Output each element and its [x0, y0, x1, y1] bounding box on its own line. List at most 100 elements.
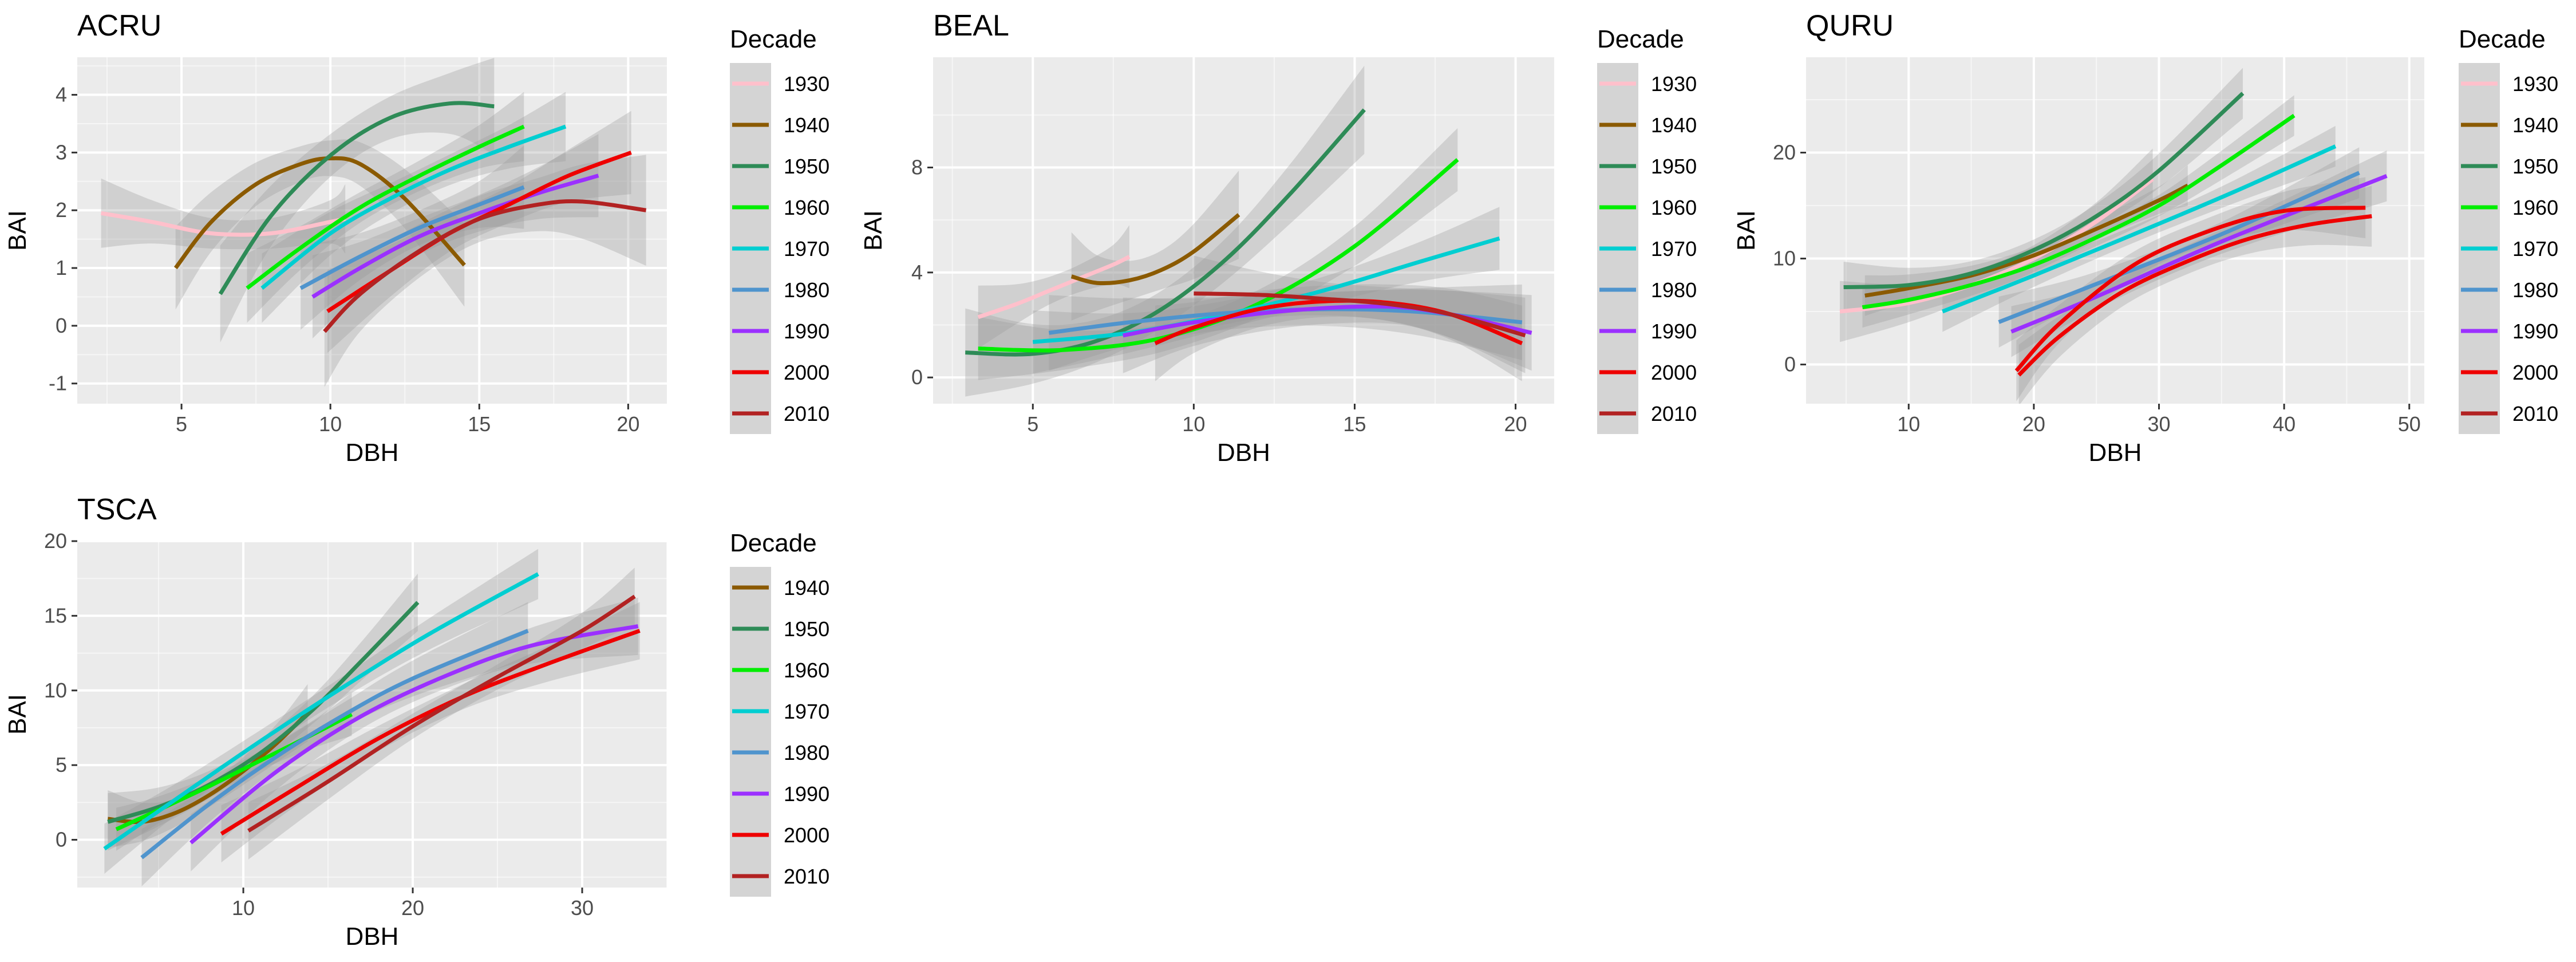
series-group: [103, 549, 641, 886]
series-line-1950: [1843, 92, 2245, 289]
legend-label: 1980: [784, 741, 829, 764]
series-line-1930: [1839, 178, 2154, 314]
legend-label: 2000: [784, 823, 829, 847]
legend-label: 1930: [1651, 72, 1697, 96]
x-tick-label: 40: [2273, 412, 2296, 436]
x-axis-title: DBH: [2089, 439, 2142, 467]
x-tick-label: 20: [617, 412, 639, 436]
legend-title: Decade: [1597, 25, 1684, 53]
x-tick-label: 10: [232, 896, 255, 920]
y-tick-label: 5: [56, 753, 67, 776]
legend-title: Decade: [730, 25, 817, 53]
series-line-2000: [220, 629, 641, 836]
series-line-1940: [1070, 213, 1240, 285]
y-tick-label: 10: [44, 679, 67, 702]
series-line-1930: [977, 255, 1131, 320]
series-group: [1839, 68, 2388, 404]
legend-label: 1990: [784, 782, 829, 806]
legend-label: 1940: [2512, 113, 2558, 137]
legend: Decade 1940 1950 1960 1970 1980 1990 2000 2010: [730, 529, 829, 897]
legend-label: 1950: [2512, 155, 2558, 178]
series-line-1980: [140, 629, 529, 860]
y-tick-label: 15: [44, 604, 67, 627]
x-tick-label: 10: [319, 412, 342, 436]
legend-label: 1990: [2512, 320, 2558, 343]
x-tick-label: 15: [468, 412, 491, 436]
legend-label: 1970: [2512, 237, 2558, 261]
confidence-ribbon-1950: [108, 573, 418, 851]
legend-label: 2010: [784, 865, 829, 888]
panel-beal: 5 10 15 20 0 4 8 BEAL DBH BAI Decade 1930 1940 1950 19…: [859, 9, 1697, 467]
y-tick-label: 0: [56, 828, 67, 851]
x-tick-label: 20: [401, 896, 424, 920]
y-tick-label: 2: [56, 198, 67, 222]
legend-label: 1930: [2512, 72, 2558, 96]
panel-acru: 5 10 15 20 -1 0 1 2 3 4 ACRU DBH BAI Decade 1930 1940 19…: [3, 9, 829, 467]
y-axis-title: BAI: [859, 210, 887, 251]
panel-tsca: 10 20 30 0 5 10 15 20 TSCA DBH BAI Decade 1940 1950 19…: [3, 493, 829, 951]
confidence-ribbon-1960: [247, 92, 524, 323]
legend: Decade 1930 1940 1950 1960 1970 1980 1990 2000 20…: [730, 25, 829, 434]
legend-title: Decade: [2459, 25, 2546, 53]
series-line-2010: [1194, 291, 1526, 338]
legend-label: 1970: [784, 237, 829, 261]
confidence-ribbon-1970: [1942, 125, 2336, 332]
legend-label: 2010: [2512, 402, 2558, 425]
legend-label: 1990: [784, 320, 829, 343]
confidence-ribbon-1990: [313, 134, 599, 339]
x-tick-label: 10: [1182, 412, 1205, 436]
legend-label: 2010: [1651, 402, 1697, 425]
series-line-1990: [2010, 174, 2388, 334]
y-tick-label: 20: [1773, 141, 1796, 164]
series-line-1940: [1864, 183, 2189, 298]
series-line-1970: [103, 572, 539, 851]
legend-label: 2000: [784, 361, 829, 384]
legend-label: 1950: [1651, 155, 1697, 178]
legend-label: 1950: [784, 155, 829, 178]
y-tick-label: 4: [911, 261, 923, 284]
legend-label: 1980: [2512, 278, 2558, 302]
legend-label: 1980: [784, 278, 829, 302]
series-line-1930: [101, 211, 346, 237]
y-tick-label: 20: [44, 529, 67, 553]
y-axis-title: BAI: [3, 210, 31, 251]
confidence-ribbon-1950: [220, 58, 495, 343]
confidence-ribbon-2000: [2018, 186, 2372, 404]
confidence-ribbon-2000: [327, 111, 631, 353]
x-tick-label: 50: [2398, 412, 2421, 436]
x-axis-title: DBH: [346, 439, 399, 467]
y-axis-title: BAI: [1732, 210, 1760, 251]
series-group: [101, 58, 647, 387]
series-line-1950: [107, 601, 420, 824]
series-line-1950: [218, 101, 495, 295]
x-tick-label: 5: [176, 412, 187, 436]
legend-label: 1950: [784, 617, 829, 641]
series-line-2010: [247, 594, 636, 833]
x-tick-label: 20: [2022, 412, 2045, 436]
legend-label: 1930: [784, 72, 829, 96]
legend-label: 1960: [784, 659, 829, 682]
series-line-1980: [299, 185, 525, 290]
y-tick-label: -1: [49, 372, 67, 395]
x-tick-label: 5: [1027, 412, 1038, 436]
series-line-1960: [246, 124, 525, 290]
y-tick-label: 0: [56, 314, 67, 337]
panel-title: QURU: [1806, 9, 1894, 42]
legend-label: 1980: [1651, 278, 1697, 302]
legend-label: 1960: [784, 196, 829, 219]
legend-label: 1960: [1651, 196, 1697, 219]
x-tick-label: 30: [571, 896, 594, 920]
x-tick-label: 15: [1343, 412, 1366, 436]
y-axis-title: BAI: [3, 694, 31, 735]
series-line-2010: [323, 199, 647, 333]
y-tick-label: 0: [911, 365, 923, 389]
legend: Decade 1930 1940 1950 1960 1970 1980 1990 2000 20…: [1597, 25, 1697, 434]
confidence-ribbon-1980: [141, 602, 528, 886]
y-tick-label: 10: [1773, 247, 1796, 270]
legend-label: 2010: [784, 402, 829, 425]
series-line-1960: [1862, 113, 2296, 310]
y-tick-label: 4: [56, 83, 67, 107]
y-tick-label: 8: [911, 156, 923, 179]
legend-label: 1940: [784, 576, 829, 600]
